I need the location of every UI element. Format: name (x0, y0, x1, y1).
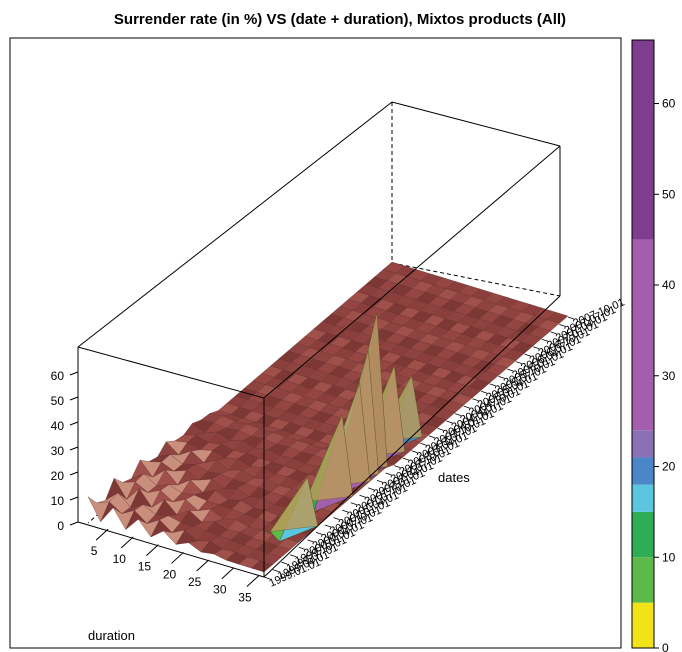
date-tick-mark (454, 413, 462, 416)
rate-tick-label: 40 (51, 419, 65, 433)
colorbar: 0 10 20 30 40 50 60 (631, 39, 676, 652)
rate-tick-label: 60 (51, 369, 65, 383)
date-tick-mark (515, 361, 523, 364)
date-tick-mark (524, 353, 531, 357)
duration-tick-mark (171, 551, 184, 564)
date-tick-mark (315, 532, 323, 535)
rate-tick-mark (69, 496, 79, 501)
box-edges (77, 101, 561, 578)
date-tick-mark (298, 546, 305, 550)
colorbar-tick-label: 60 (662, 97, 676, 111)
date-tick-mark (350, 502, 357, 506)
dates-axis-label: dates (438, 470, 470, 485)
duration-axis-label: duration (88, 628, 135, 643)
duration-tick-label: 30 (213, 583, 227, 597)
date-tick-mark (567, 316, 575, 320)
duration-tick-label: 20 (163, 567, 177, 581)
date-tick-mark (324, 524, 331, 528)
colorbar-band (632, 430, 654, 458)
colorbar-tick-label: 0 (662, 641, 669, 652)
duration-tick-mark (95, 528, 109, 541)
date-tick-mark (289, 554, 297, 558)
rate-tick-label: 20 (51, 469, 65, 483)
date-tick-mark (307, 539, 314, 543)
colorbar-band (632, 40, 654, 240)
colorbar-frame (631, 39, 655, 649)
date-tick-mark (533, 346, 540, 350)
date-tick-mark (472, 398, 479, 402)
date-tick-mark (550, 331, 557, 335)
duration-tick-label: 25 (188, 575, 202, 589)
date-tick-mark (446, 420, 453, 424)
duration-tick-mark (146, 544, 159, 556)
surface-peaks (269, 312, 423, 542)
duration-tick-mark (120, 536, 134, 549)
plot-border (9, 37, 622, 649)
colorbar-tick-label: 10 (662, 550, 676, 564)
rate-tick-label: 10 (51, 494, 65, 508)
date-tick-mark (481, 390, 488, 394)
rate-tick-mark (69, 446, 79, 451)
duration-tick-label: 10 (113, 552, 127, 566)
date-tick-mark (272, 569, 279, 572)
duration-tick-mark (196, 559, 210, 572)
colorbar-tick-label: 20 (662, 460, 676, 474)
duration-tick-mark (221, 567, 235, 580)
chart-title: Surrender rate (in %) VS (date + duratio… (114, 11, 566, 28)
duration-axis: 5 10 15 20 25 30 35 (91, 528, 260, 604)
date-tick-mark (385, 472, 392, 476)
date-tick-mark (359, 494, 366, 498)
surface-back (87, 261, 569, 573)
date-tick-mark (402, 457, 410, 461)
date-tick-mark (411, 450, 418, 454)
date-tick-mark (437, 428, 444, 431)
date-tick-mark (428, 435, 436, 439)
peak-face (269, 476, 319, 532)
rate-tick-label: 30 (51, 444, 65, 458)
rate-tick-mark (69, 371, 79, 376)
colorbar-band (632, 511, 654, 558)
date-tick-mark (489, 383, 496, 387)
surface-patch (251, 560, 273, 573)
rate-tick-label: 0 (57, 519, 64, 533)
colorbar-tick-label: 40 (662, 278, 676, 292)
date-tick-mark (333, 517, 340, 520)
date-tick-mark (394, 465, 401, 468)
rate-tick-mark (69, 471, 79, 476)
date-tick-mark (368, 487, 375, 491)
colorbar-band (632, 484, 654, 512)
colorbar-tick-label: 30 (662, 369, 676, 383)
colorbar-band (632, 602, 654, 648)
date-tick-mark (507, 368, 514, 372)
colorbar-band (632, 557, 654, 603)
rate-tick-mark (69, 396, 79, 401)
rate-tick-mark (69, 421, 79, 426)
colorbar-tick-label: 50 (662, 187, 676, 201)
date-tick-mark (342, 509, 349, 513)
duration-tick-label: 5 (91, 544, 98, 558)
date-tick-mark (420, 442, 427, 446)
date-tick-mark (463, 405, 470, 409)
date-tick-mark (541, 338, 549, 342)
peak-face (304, 414, 353, 503)
colorbar-band (632, 239, 654, 431)
rate-axis: 0 10 20 30 40 50 60 (51, 369, 79, 533)
date-tick-mark (263, 576, 271, 580)
colorbar-band (632, 457, 654, 485)
duration-tick-label: 35 (238, 590, 252, 604)
date-tick-mark (559, 324, 566, 327)
rate-tick-label: 50 (51, 394, 65, 408)
duration-tick-label: 15 (138, 560, 152, 574)
date-tick-mark (498, 376, 505, 379)
date-tick-mark (281, 561, 288, 565)
date-tick-mark (376, 480, 384, 483)
rate-tick-mark (69, 521, 79, 526)
duration-tick-mark (246, 575, 260, 587)
